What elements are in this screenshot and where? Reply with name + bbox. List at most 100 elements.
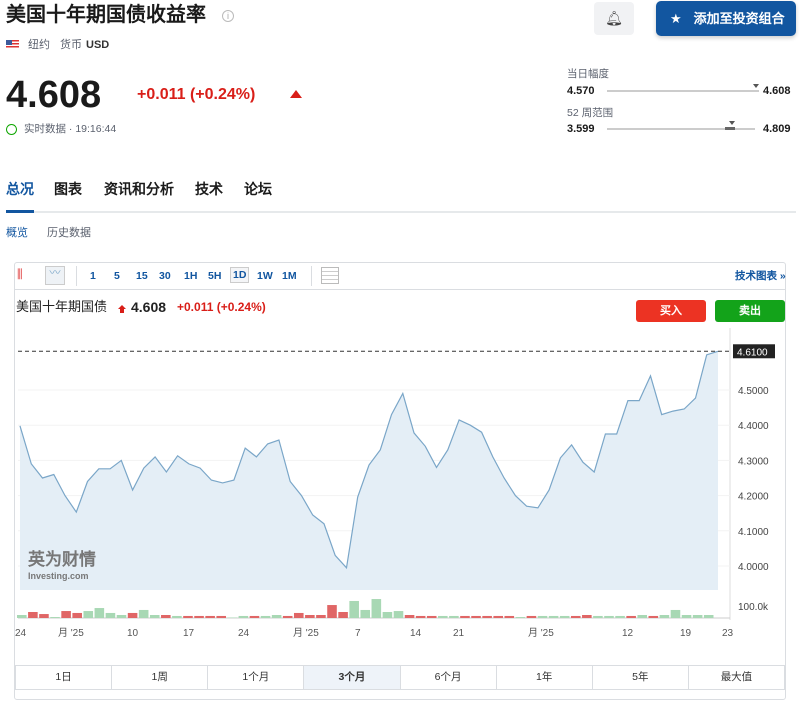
volume-bar [703,615,714,618]
chart-toolbar [14,262,786,290]
volume-bar [205,615,215,618]
volume-bar [670,609,681,618]
volume-bar [28,612,38,618]
range-1y[interactable]: 1年 [497,666,593,689]
volume-bar [681,615,692,618]
volume-bar [360,609,371,618]
add-to-portfolio-button[interactable]: ★ 添加至投资组合 [656,1,796,36]
candlestick-icon[interactable]: ⫼ [17,267,23,281]
volume-bar [94,608,105,618]
area-chart-icon[interactable]: 〰 [45,266,65,285]
range-max[interactable]: 最大值 [720,671,753,683]
timeframe-1h[interactable]: 1H [184,270,198,282]
tab-technical[interactable]: 技术 [195,181,223,197]
week52-range-bar [607,128,755,130]
timeframe-5h[interactable]: 5H [208,270,222,282]
tab-active-indicator [6,210,34,213]
info-icon[interactable]: i [222,10,234,22]
x-tick-label: 17 [183,628,195,639]
volume-bar [183,615,193,618]
x-tick-label: 24 [15,628,27,639]
timeframe-30[interactable]: 30 [159,270,171,282]
volume-bar [116,615,127,618]
volume-bar [382,612,393,618]
sell-button[interactable]: 卖出 [715,300,785,322]
volume-bar [17,615,27,618]
volume-bar [305,615,315,618]
alert-bell-button[interactable]: 🔔︎ [594,2,634,35]
volume-bar [637,615,648,618]
y-tick-label: 4.3000 [738,456,769,467]
logo-en: Investing.com [28,571,89,581]
volume-bar [493,615,503,618]
x-tick-label: 月 '25 [293,627,319,639]
subtab-overview[interactable]: 概览 [6,227,28,239]
timeframe-5[interactable]: 5 [114,270,120,282]
volume-bar [515,617,526,618]
clock-icon [6,124,17,135]
volume-bar [39,614,49,618]
last-price: 4.608 [6,74,102,116]
price-change: +0.011 (+0.24%) [137,86,256,103]
tab-forum[interactable]: 论坛 [244,181,272,197]
technical-chart-link[interactable]: 技术图表 » [735,270,786,282]
chart-instrument-name: 美国十年期国债 [16,299,108,314]
up-arrow-icon [290,90,302,98]
x-tick-label: 21 [453,628,465,639]
indicators-icon[interactable] [321,267,339,284]
x-tick-label: 月 '25 [528,627,554,639]
week52-high: 4.809 [763,123,791,135]
x-tick-label: 23 [722,628,734,639]
volume-bar [415,615,426,618]
tab-news-analysis[interactable]: 资讯和分析 [104,181,174,197]
timeframe-1m[interactable]: 1M [282,270,297,282]
range-5y[interactable]: 5年 [593,666,689,689]
buy-button[interactable]: 买入 [636,300,706,322]
day-high: 4.608 [763,85,791,97]
volume-bar [371,599,382,618]
timeframe-1[interactable]: 1 [90,270,96,282]
timeframe-1w[interactable]: 1W [257,270,273,282]
volume-bar [626,615,636,618]
range-1m[interactable]: 1个月 [208,666,305,689]
page-title: 美国十年期国债收益率 [6,4,206,26]
volume-bar [327,605,337,618]
volume-bar [526,615,537,618]
timeframe-1d[interactable]: 1D [230,267,250,284]
week52-marker [729,121,735,125]
price-line [19,350,719,570]
range-1d[interactable]: 1日 [16,666,113,689]
volume-bar [238,615,249,618]
week52-label: 52 周范围 [567,107,614,119]
volume-bar [149,615,160,618]
x-tick-label: 月 '25 [58,627,84,639]
volume-bar [460,615,470,618]
chart-change: +0.011 (+0.24%) [177,300,266,314]
volume-bar [316,615,326,618]
volume-bar [615,615,625,618]
tab-overview[interactable]: 总况 [6,181,34,197]
chart-panel [14,262,786,700]
x-tick-label: 7 [355,628,361,639]
y-tick-label: 4.5000 [738,386,769,397]
timeframe-15[interactable]: 15 [136,270,148,282]
volume-bar [559,615,570,618]
toolbar-separator [311,266,312,286]
volume-bar [194,615,204,618]
volume-bar [349,600,359,618]
tab-chart[interactable]: 图表 [54,181,82,197]
volume-bar [570,615,581,618]
x-tick-label: 10 [127,628,139,639]
x-tick-label: 14 [410,628,422,639]
price-area [20,351,718,590]
volume-bar [282,615,293,618]
volume-bar [83,611,94,618]
volume-bar [582,615,592,618]
range-3m[interactable]: 3个月 [304,666,401,689]
week52-day-segment [725,127,735,130]
subtab-historical-data[interactable]: 历史数据 [47,227,91,239]
range-6m[interactable]: 6个月 [401,666,497,689]
range-1w[interactable]: 1周 [112,666,209,689]
day-low: 4.570 [567,85,595,97]
